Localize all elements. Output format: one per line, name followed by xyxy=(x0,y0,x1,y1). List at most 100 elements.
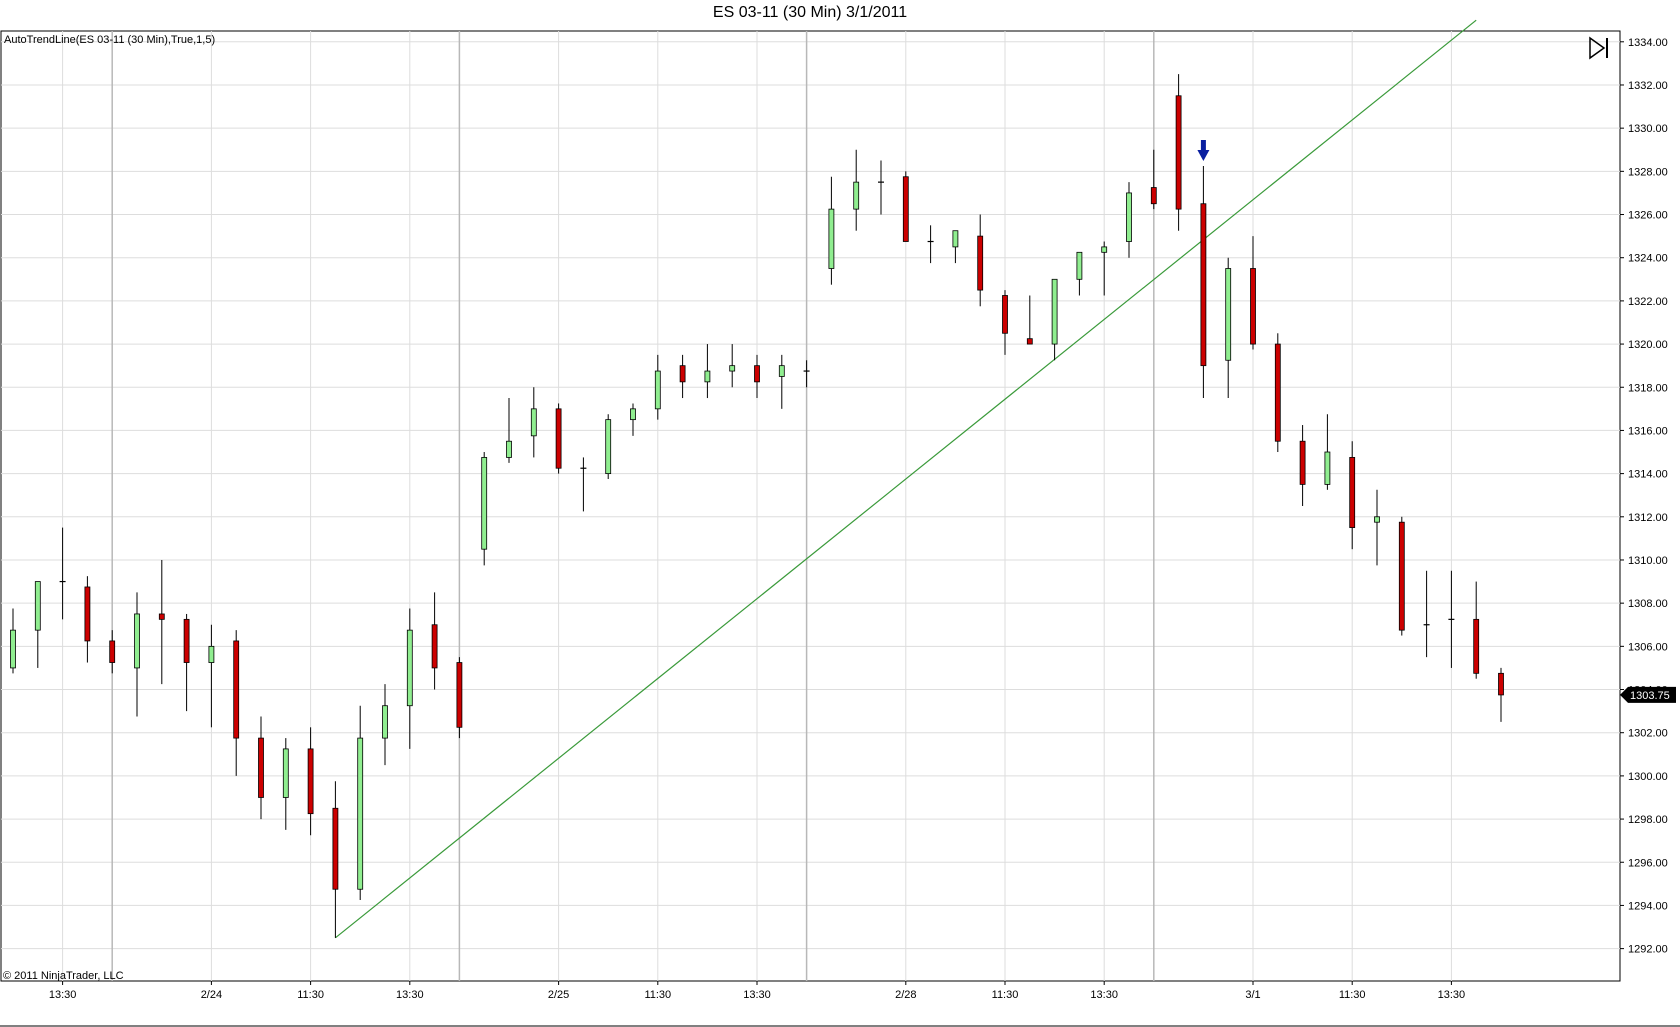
candle[interactable] xyxy=(282,738,289,830)
candle[interactable] xyxy=(1150,149,1157,210)
candle[interactable] xyxy=(1026,295,1033,345)
candle[interactable] xyxy=(1225,257,1232,399)
candle[interactable] xyxy=(1076,251,1083,296)
candle[interactable] xyxy=(555,403,562,474)
candle-body xyxy=(1200,203,1207,367)
y-tick-label: 1302.00 xyxy=(1628,728,1668,740)
candle[interactable] xyxy=(927,225,934,264)
candle[interactable] xyxy=(158,559,165,685)
candle-body xyxy=(307,748,314,815)
y-tick-label: 1308.00 xyxy=(1628,598,1668,610)
last-price-badge: 1303.75 xyxy=(1620,686,1676,703)
scroll-end-button[interactable] xyxy=(1589,36,1608,60)
y-tick-label: 1300.00 xyxy=(1628,771,1668,783)
candle[interactable] xyxy=(729,344,736,388)
y-tick-label: 1292.00 xyxy=(1628,944,1668,956)
candle[interactable] xyxy=(1101,241,1108,296)
candle[interactable] xyxy=(1473,581,1480,679)
candle[interactable] xyxy=(431,592,438,690)
candle[interactable] xyxy=(778,354,785,409)
candle[interactable] xyxy=(1299,425,1306,506)
candle[interactable] xyxy=(357,705,364,901)
candle[interactable] xyxy=(109,630,116,674)
candle[interactable] xyxy=(1448,570,1455,668)
candle[interactable] xyxy=(456,657,463,739)
candle[interactable] xyxy=(1423,570,1430,658)
candle[interactable] xyxy=(183,613,190,712)
last-price-value: 1303.75 xyxy=(1630,690,1670,702)
y-tick-label: 1326.00 xyxy=(1628,210,1668,222)
candle[interactable] xyxy=(233,630,240,776)
candle[interactable] xyxy=(10,608,16,674)
candle[interactable] xyxy=(1324,414,1331,490)
candle[interactable] xyxy=(208,624,215,728)
candle[interactable] xyxy=(754,354,760,399)
candle-body xyxy=(1324,451,1331,485)
candle[interactable] xyxy=(1002,290,1008,355)
candle[interactable] xyxy=(1175,74,1182,231)
down-arrow-icon xyxy=(1197,139,1210,161)
candle[interactable] xyxy=(406,608,413,749)
candles[interactable] xyxy=(10,74,1504,938)
candle[interactable] xyxy=(580,457,587,512)
candle-body xyxy=(258,737,264,798)
candle[interactable] xyxy=(654,354,661,420)
x-tick-label: 13:30 xyxy=(1438,989,1466,1001)
candle[interactable] xyxy=(630,403,636,436)
y-tick-label: 1306.00 xyxy=(1628,641,1668,653)
candle[interactable] xyxy=(977,214,984,307)
candle[interactable] xyxy=(307,727,314,836)
auto-trend-line xyxy=(335,19,1477,939)
x-tick-label: 13:30 xyxy=(396,989,424,1001)
candle[interactable] xyxy=(1498,667,1504,722)
candle[interactable] xyxy=(952,230,959,264)
candle-body xyxy=(1299,440,1306,485)
candle[interactable] xyxy=(481,452,488,566)
candle-body xyxy=(853,181,860,210)
candle[interactable] xyxy=(605,414,612,480)
candle-body xyxy=(630,408,636,421)
candle[interactable] xyxy=(704,344,711,399)
candle[interactable] xyxy=(332,781,339,938)
candle-body xyxy=(530,408,537,437)
candle[interactable] xyxy=(134,592,140,717)
candle[interactable] xyxy=(84,576,91,663)
candle[interactable] xyxy=(828,176,835,285)
candle[interactable] xyxy=(1349,441,1356,550)
candle[interactable] xyxy=(679,354,686,399)
candle[interactable] xyxy=(1274,333,1281,453)
candle[interactable] xyxy=(803,360,810,388)
candle[interactable] xyxy=(878,160,884,215)
candle[interactable] xyxy=(853,149,860,231)
candle[interactable] xyxy=(59,527,66,620)
y-tick-label: 1330.00 xyxy=(1628,123,1668,135)
candle-body xyxy=(332,807,339,890)
candle[interactable] xyxy=(1126,182,1132,258)
y-tick-label: 1334.00 xyxy=(1628,37,1668,49)
candle-body xyxy=(1250,268,1256,345)
play-end-icon xyxy=(1589,36,1606,60)
candle-body xyxy=(605,419,612,475)
candle-body xyxy=(1274,343,1281,442)
candle[interactable] xyxy=(258,716,264,820)
candle[interactable] xyxy=(506,398,512,463)
candle[interactable] xyxy=(382,684,388,766)
candle-body xyxy=(729,365,736,372)
x-tick-label: 11:30 xyxy=(992,989,1019,1001)
candle[interactable] xyxy=(34,581,41,668)
y-tick-label: 1316.00 xyxy=(1628,425,1668,437)
candle[interactable] xyxy=(1398,516,1405,636)
candle[interactable] xyxy=(1374,489,1380,566)
candle[interactable] xyxy=(1051,278,1058,361)
candle-body xyxy=(183,618,190,663)
candle[interactable] xyxy=(902,171,909,242)
x-tick-label: 2/24 xyxy=(201,989,222,1001)
candle[interactable] xyxy=(1200,165,1207,399)
y-tick-label: 1296.00 xyxy=(1628,857,1668,869)
candle-body xyxy=(1473,618,1480,674)
candle-body xyxy=(456,662,463,728)
candle[interactable] xyxy=(1250,236,1256,350)
candle-body xyxy=(654,370,661,410)
candle[interactable] xyxy=(530,387,537,458)
